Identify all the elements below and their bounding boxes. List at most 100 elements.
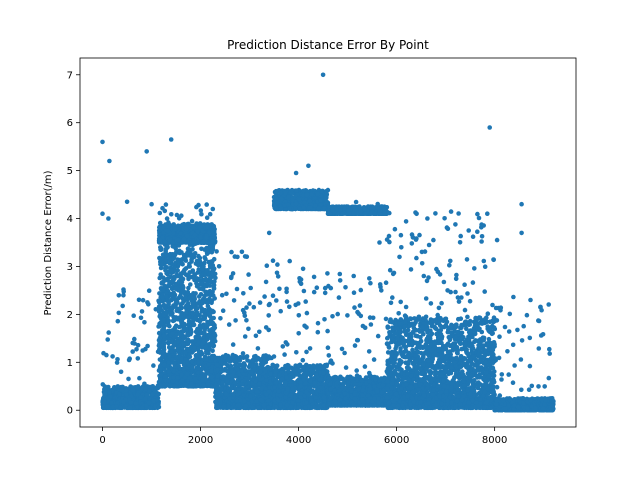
- data-point: [300, 266, 306, 272]
- data-point: [275, 397, 281, 403]
- data-point: [285, 386, 290, 392]
- data-point: [115, 318, 121, 324]
- data-point: [101, 350, 106, 356]
- data-point: [158, 247, 163, 252]
- data-point: [304, 349, 309, 355]
- data-point: [107, 390, 112, 395]
- data-point: [237, 362, 243, 368]
- data-point: [183, 226, 189, 232]
- data-point: [201, 239, 206, 245]
- data-point: [219, 368, 225, 374]
- data-point: [165, 320, 171, 326]
- data-point: [229, 249, 234, 255]
- data-point: [197, 225, 203, 230]
- data-point: [101, 404, 106, 410]
- data-point: [296, 313, 302, 318]
- data-point: [280, 344, 286, 349]
- data-point: [171, 252, 176, 257]
- data-point: [175, 299, 180, 305]
- data-point: [289, 365, 294, 371]
- data-point: [205, 303, 211, 309]
- data-point: [262, 294, 267, 299]
- data-point: [205, 319, 210, 325]
- data-point: [164, 253, 170, 258]
- data-point: [179, 378, 185, 384]
- data-point: [282, 352, 287, 357]
- data-point: [198, 302, 203, 307]
- data-point: [134, 347, 139, 352]
- data-point: [185, 341, 191, 347]
- data-point: [204, 268, 209, 274]
- data-point: [315, 320, 321, 326]
- data-point: [187, 264, 192, 269]
- data-point: [203, 276, 209, 282]
- data-point: [189, 381, 194, 386]
- data-point: [167, 354, 172, 360]
- data-point: [132, 341, 137, 346]
- data-point: [157, 225, 162, 230]
- data-point: [287, 304, 292, 310]
- data-point: [156, 330, 162, 336]
- data-point: [198, 234, 203, 240]
- data-point: [248, 393, 253, 399]
- data-point: [239, 249, 245, 255]
- data-point: [169, 349, 175, 354]
- data-point: [272, 385, 277, 390]
- data-point: [133, 401, 139, 406]
- data-point: [193, 291, 198, 296]
- data-point: [194, 204, 199, 210]
- data-point: [242, 334, 248, 339]
- data-points: [100, 72, 556, 413]
- data-point: [187, 270, 192, 275]
- data-point: [230, 271, 236, 276]
- data-point: [181, 285, 186, 290]
- data-point: [294, 350, 299, 355]
- data-point: [181, 236, 187, 242]
- data-point: [199, 266, 205, 272]
- data-point: [121, 287, 126, 292]
- data-point: [284, 375, 289, 380]
- data-point: [181, 299, 186, 304]
- data-point: [205, 224, 210, 230]
- data-point: [219, 386, 224, 391]
- data-point: [261, 402, 267, 408]
- data-point: [242, 386, 248, 392]
- data-point: [135, 392, 140, 398]
- data-point: [178, 295, 184, 300]
- data-point: [325, 271, 330, 276]
- data-point: [121, 399, 126, 405]
- data-point: [321, 370, 326, 376]
- data-point: [257, 381, 262, 387]
- data-point: [169, 212, 174, 217]
- data-point: [311, 289, 317, 295]
- data-point: [192, 345, 197, 351]
- data-point: [187, 295, 192, 301]
- data-point: [197, 319, 203, 324]
- data-point: [146, 288, 152, 294]
- data-point: [164, 216, 170, 221]
- data-point: [232, 380, 238, 386]
- data-point: [234, 286, 240, 292]
- data-point: [186, 347, 191, 353]
- data-point: [244, 318, 249, 323]
- data-point: [113, 404, 119, 409]
- data-point: [196, 253, 201, 259]
- data-point: [211, 293, 216, 298]
- data-point: [257, 374, 262, 379]
- data-point: [190, 300, 196, 306]
- data-point: [215, 373, 220, 379]
- data-point: [156, 404, 162, 410]
- data-point: [175, 259, 180, 264]
- data-point: [128, 400, 134, 405]
- data-point: [132, 336, 137, 342]
- data-point: [135, 385, 141, 391]
- data-point: [159, 343, 164, 348]
- data-point: [172, 383, 178, 389]
- data-point: [314, 285, 320, 291]
- data-point: [263, 279, 269, 285]
- data-point: [167, 238, 173, 244]
- data-point: [147, 388, 152, 393]
- data-point: [130, 387, 136, 393]
- data-point: [162, 374, 168, 380]
- data-point: [231, 298, 237, 303]
